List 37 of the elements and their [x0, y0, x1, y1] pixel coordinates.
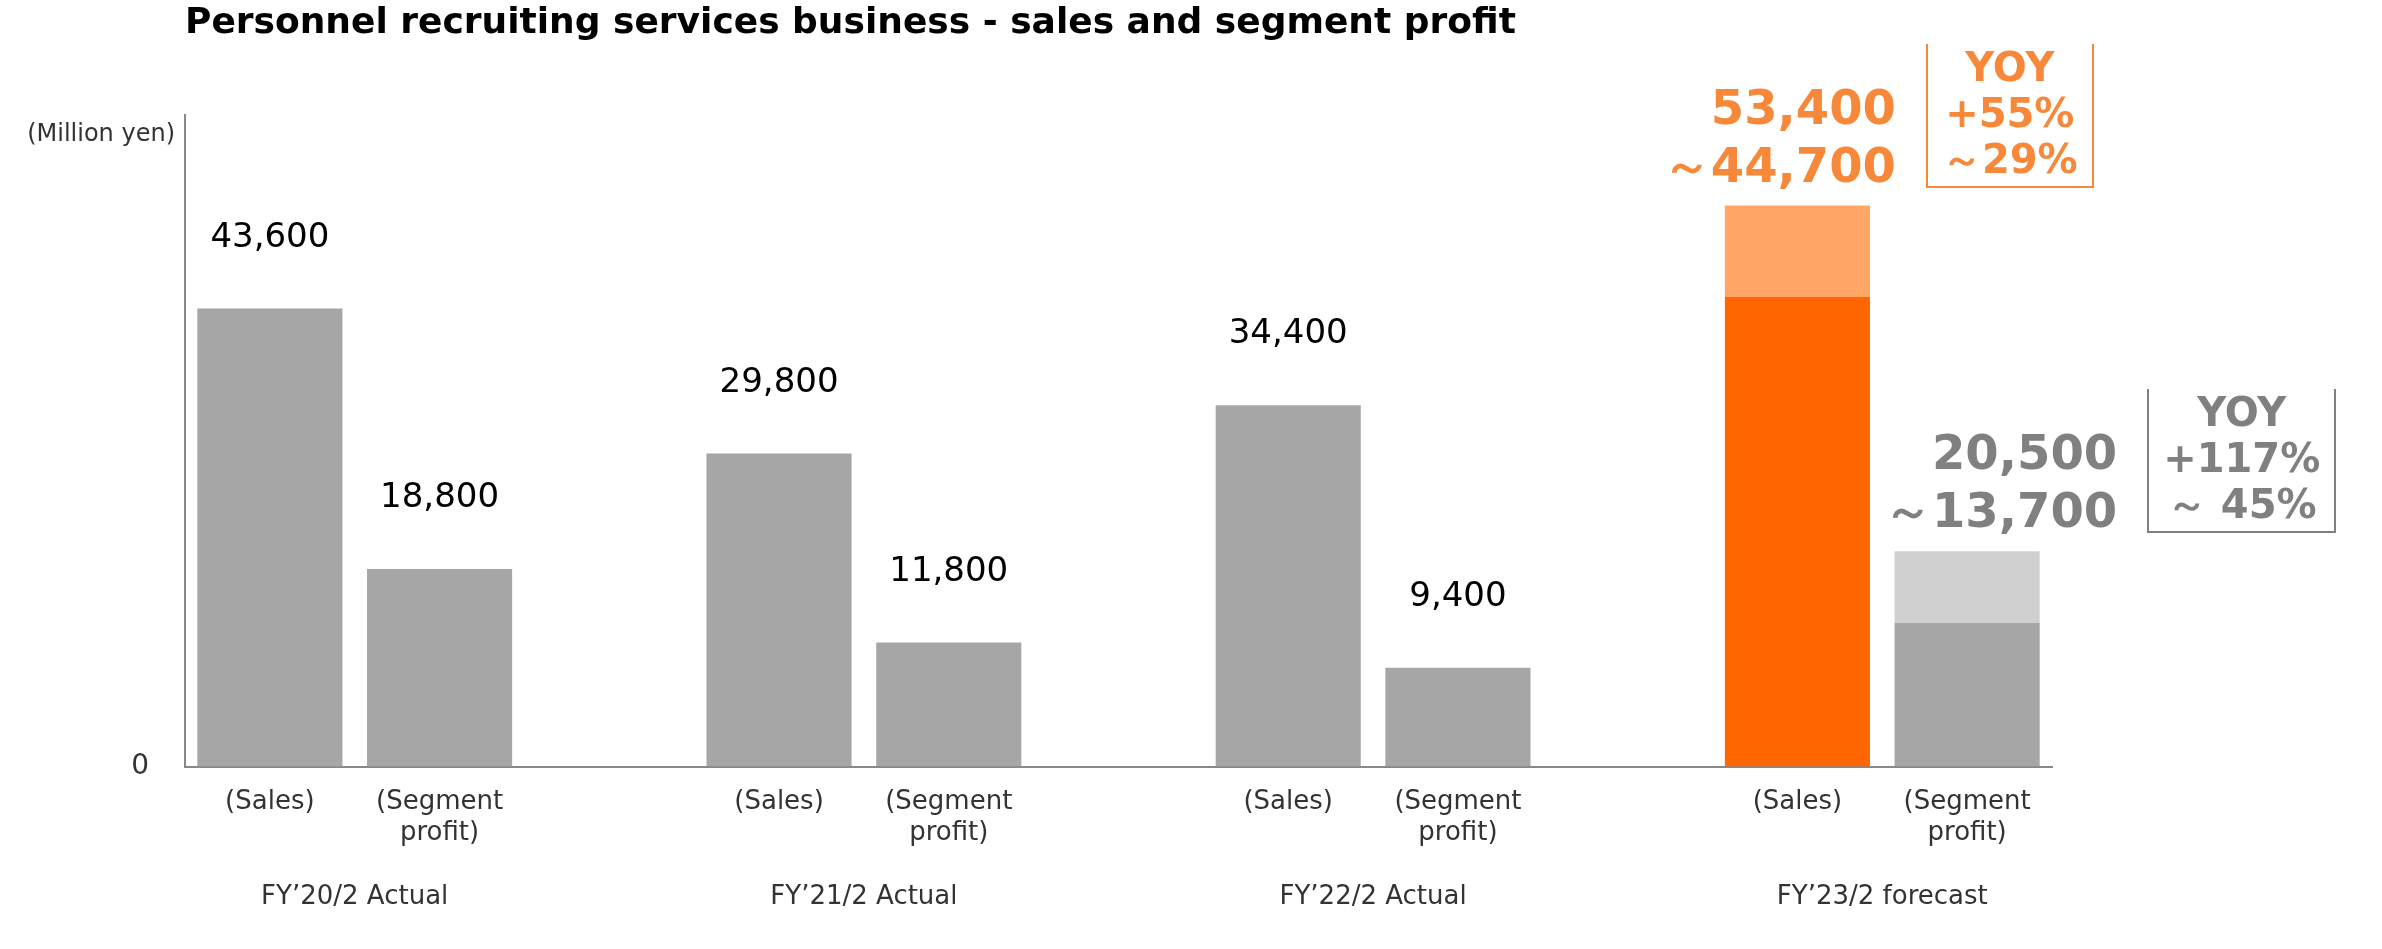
text: FY’21/2 Actual — [770, 880, 958, 911]
x-tick-label: (Sales) — [1752, 784, 1843, 815]
text: FY’22/2 Actual — [1279, 880, 1467, 911]
data-label: 9,400 — [1409, 573, 1507, 614]
bar — [197, 308, 343, 767]
chart-title: Personnel recruiting services business - sales and segment profit — [185, 0, 1516, 41]
total-label: 53,400 — [1710, 78, 1896, 135]
text: FY’23/2 forecast — [1776, 880, 1988, 911]
data-label: 11,800 — [889, 548, 1009, 589]
bracket-frame: YOY +117% ～ 45% — [2147, 389, 2337, 534]
x-tick-label: (Sales) — [734, 784, 824, 815]
data-label: ～44,700 — [1662, 136, 1896, 193]
bar — [876, 642, 1022, 767]
bar — [1385, 667, 1531, 767]
bar — [1215, 405, 1361, 767]
x-tick-label: (Segment profit) — [1394, 784, 1522, 847]
bracket-frame: YOY +55% ～29% — [1925, 43, 2094, 188]
text: FY’20/2 Actual — [261, 880, 449, 911]
bar — [367, 569, 513, 767]
x-tick-label: (Sales) — [225, 784, 315, 815]
bar — [1724, 296, 1870, 767]
bar — [1894, 551, 2040, 623]
total-label: 20,500 — [1931, 424, 2118, 481]
data-label: 18,800 — [380, 475, 500, 516]
text: 0 — [131, 747, 149, 781]
data-label: 43,600 — [210, 214, 330, 255]
x-tick-label: (Sales) — [1243, 784, 1333, 815]
x-tick-label: (Segment profit) — [376, 784, 504, 847]
data-label: 34,400 — [1228, 311, 1348, 352]
bar — [706, 453, 852, 767]
data-label: ～13,700 — [1883, 482, 2118, 539]
bar — [1894, 622, 2040, 767]
y-axis-title: (Million yen) — [27, 119, 175, 148]
x-tick-label: (Segment profit) — [885, 784, 1013, 847]
data-label: 29,800 — [719, 359, 839, 400]
x-tick-label: (Segment profit) — [1903, 784, 2031, 847]
bar — [1724, 205, 1870, 297]
